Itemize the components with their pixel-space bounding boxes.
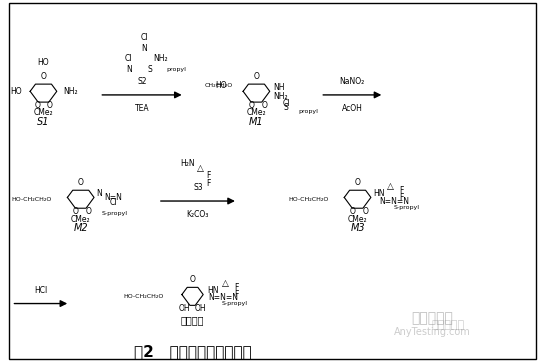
Text: O: O	[248, 101, 254, 110]
Text: CMe₂: CMe₂	[348, 215, 367, 224]
Text: S3: S3	[193, 183, 202, 192]
Text: H₂N: H₂N	[180, 159, 194, 168]
Text: N=N: N=N	[105, 193, 123, 202]
Text: M1: M1	[249, 117, 264, 127]
Text: F: F	[206, 171, 211, 180]
Text: N=N=N: N=N=N	[379, 196, 409, 205]
Text: △: △	[197, 164, 204, 173]
Text: TEA: TEA	[134, 104, 149, 113]
Text: O: O	[349, 207, 355, 216]
Text: O: O	[355, 178, 361, 187]
Text: AcOH: AcOH	[342, 104, 363, 113]
Text: O: O	[72, 207, 78, 216]
Text: S-propyl: S-propyl	[394, 205, 420, 210]
Text: O: O	[253, 72, 259, 81]
Text: S2: S2	[137, 77, 147, 86]
Text: CH₂CH₂O: CH₂CH₂O	[204, 83, 232, 89]
Text: F: F	[234, 283, 239, 292]
Text: O: O	[190, 276, 195, 285]
Text: F: F	[206, 179, 211, 188]
Text: Cl: Cl	[110, 198, 118, 207]
Text: Cl: Cl	[141, 33, 148, 42]
FancyBboxPatch shape	[9, 3, 536, 359]
Text: N: N	[97, 189, 103, 198]
Text: OH: OH	[179, 305, 191, 313]
Text: HO-CH₂CH₂O: HO-CH₂CH₂O	[123, 294, 163, 299]
Text: S: S	[284, 103, 288, 112]
Text: HN: HN	[374, 189, 385, 198]
Text: S-propyl: S-propyl	[222, 301, 248, 306]
Text: O: O	[363, 207, 368, 216]
Text: O: O	[78, 178, 84, 187]
Text: 嘉峪检测网: 嘉峪检测网	[411, 311, 453, 325]
Text: CMe₂: CMe₂	[71, 215, 91, 224]
Text: NH₂: NH₂	[273, 92, 288, 101]
Text: HCl: HCl	[34, 286, 48, 294]
Text: propyl: propyl	[167, 67, 186, 72]
Text: HN: HN	[207, 286, 219, 295]
Text: OH: OH	[195, 305, 206, 313]
Text: K₂CO₃: K₂CO₃	[187, 210, 209, 219]
Text: O: O	[34, 101, 40, 110]
Text: CMe₂: CMe₂	[247, 109, 266, 117]
Text: F: F	[234, 290, 239, 299]
Text: O: O	[47, 101, 53, 110]
Text: M2: M2	[73, 223, 88, 233]
Text: HO-CH₂CH₂O: HO-CH₂CH₂O	[11, 197, 51, 202]
Text: 图2   替格瑞洛的合成路线: 图2 替格瑞洛的合成路线	[134, 344, 252, 360]
Text: N: N	[126, 65, 132, 74]
Text: Cl: Cl	[283, 99, 291, 109]
Text: NH: NH	[273, 83, 285, 92]
Text: S-propyl: S-propyl	[102, 211, 128, 216]
Text: AnyTesting.com: AnyTesting.com	[394, 327, 470, 337]
Text: NH₂: NH₂	[64, 87, 78, 96]
Text: △: △	[222, 279, 229, 288]
Text: O: O	[40, 72, 46, 81]
Text: △: △	[387, 182, 394, 191]
Text: 替格瑞洛: 替格瑞洛	[181, 315, 204, 325]
Text: F: F	[399, 193, 403, 202]
Text: 北京药研汇: 北京药研汇	[431, 320, 464, 330]
Text: HO: HO	[38, 58, 49, 67]
Text: O: O	[86, 207, 92, 216]
Text: N=N=N: N=N=N	[208, 293, 239, 302]
Text: HO-CH₂CH₂O: HO-CH₂CH₂O	[288, 197, 328, 202]
Text: S: S	[147, 65, 152, 74]
Text: Cl: Cl	[125, 54, 132, 64]
Text: CMe₂: CMe₂	[33, 109, 53, 117]
Text: S1: S1	[37, 117, 50, 127]
Text: NaNO₂: NaNO₂	[340, 77, 365, 86]
Text: propyl: propyl	[298, 109, 318, 114]
Text: O: O	[261, 101, 267, 110]
Text: F: F	[399, 186, 403, 195]
Text: NH₂: NH₂	[153, 54, 168, 64]
Text: M3: M3	[350, 223, 365, 233]
Text: HO: HO	[215, 81, 227, 90]
Text: N: N	[141, 44, 147, 53]
Text: HO: HO	[11, 87, 22, 96]
